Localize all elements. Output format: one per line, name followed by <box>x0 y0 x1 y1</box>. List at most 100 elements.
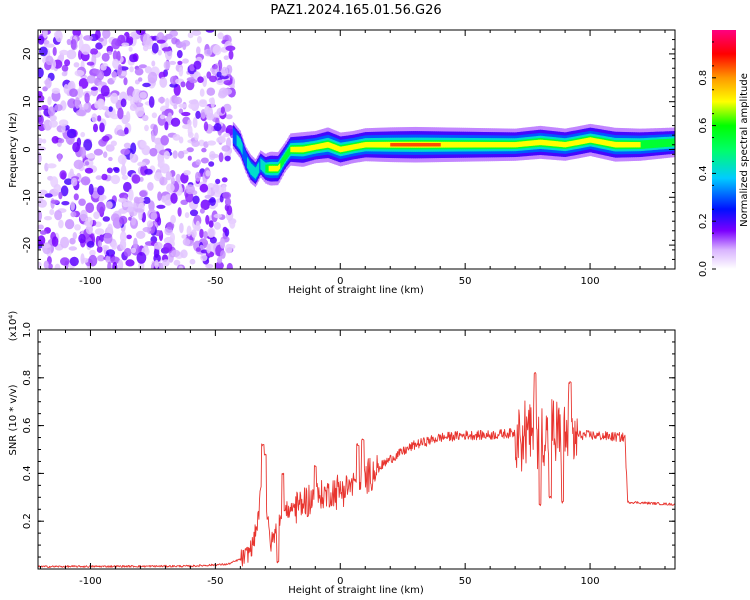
ridge-band <box>354 143 358 150</box>
noise-blob <box>212 44 222 56</box>
noise-blob <box>123 181 132 193</box>
noise-blob <box>183 170 191 176</box>
noise-blob <box>161 110 170 116</box>
noise-blob <box>102 30 111 39</box>
noise-blob <box>151 42 159 54</box>
ridge-band <box>346 145 350 152</box>
noise-blob <box>172 134 181 141</box>
noise-blob <box>38 235 46 246</box>
noise-blob <box>208 228 215 238</box>
noise-blob <box>136 230 146 239</box>
ridge-band <box>234 129 238 148</box>
ridge-band <box>470 141 474 148</box>
ridge-band <box>495 141 499 148</box>
noise-blob <box>218 135 226 143</box>
noise-blob <box>86 61 95 66</box>
ridge-band <box>492 141 495 148</box>
noise-blob <box>151 60 156 67</box>
ridge-band <box>476 141 480 148</box>
noise-blob <box>154 242 163 250</box>
noise-blob <box>142 114 149 122</box>
noise-blob <box>153 124 158 136</box>
noise-blob <box>47 263 53 269</box>
ridge-band <box>486 141 489 148</box>
noise-blob <box>86 240 95 248</box>
ridge-band <box>543 139 547 146</box>
ridge-band <box>344 145 348 152</box>
noise-blob <box>157 216 162 226</box>
noise-blob <box>165 97 170 110</box>
ridge-band <box>530 140 534 146</box>
noise-blob <box>208 161 215 167</box>
noise-blob <box>93 148 103 156</box>
noise-blob <box>123 247 132 257</box>
spectrogram-y-tick-label: 0 <box>22 146 33 152</box>
noise-blob <box>69 256 79 267</box>
ridge-band <box>574 139 578 146</box>
noise-blob <box>207 140 217 146</box>
ridge-band <box>599 139 603 145</box>
noise-blob <box>84 92 90 104</box>
ridge-band <box>309 145 312 152</box>
noise-blob <box>123 127 129 135</box>
ridge-band <box>665 138 668 148</box>
noise-blob <box>182 238 191 246</box>
colorbar-tick-label: 0.6 <box>698 118 709 134</box>
noise-blob <box>85 216 93 228</box>
noise-blob <box>129 103 137 111</box>
noise-blob <box>67 82 74 90</box>
noise-blob <box>69 168 74 178</box>
noise-blob <box>96 70 105 81</box>
colorbar-tick-label: 0.2 <box>698 213 709 229</box>
noise-blob <box>89 249 96 256</box>
noise-blob <box>209 197 216 206</box>
ridge-band <box>615 141 618 148</box>
noise-blob <box>196 46 201 55</box>
ridge-band <box>304 145 308 152</box>
noise-blob <box>185 184 196 195</box>
ridge-band <box>363 141 366 148</box>
noise-blob <box>208 220 214 228</box>
noise-blob <box>59 170 67 180</box>
ridge-band <box>298 146 302 153</box>
ridge-band <box>509 142 512 148</box>
noise-blob <box>180 81 186 88</box>
ridge-band <box>567 141 570 148</box>
ridge-band <box>461 141 464 148</box>
noise-blob <box>222 88 233 95</box>
ridge-band <box>394 142 397 147</box>
ridge-band <box>620 141 624 148</box>
ridge-band <box>449 141 453 148</box>
ridge-band <box>300 146 304 153</box>
noise-blob <box>38 94 45 103</box>
ridge-band <box>559 141 562 148</box>
noise-blob <box>63 84 69 94</box>
noise-blob <box>142 226 152 233</box>
ridge-band <box>409 142 412 147</box>
ridge-band <box>426 142 430 147</box>
noise-blob <box>102 216 111 222</box>
noise-blob <box>132 88 142 101</box>
noise-blob <box>60 236 70 249</box>
noise-blob <box>205 112 215 121</box>
noise-blob <box>180 249 188 259</box>
ridge-band <box>274 165 277 172</box>
snr-y-tick-label: 0.8 <box>22 370 33 386</box>
noise-blob <box>108 156 113 162</box>
noise-blob <box>217 32 224 40</box>
noise-blob <box>189 63 195 72</box>
figure-title: PAZ1.2024.165.01.56.G26 <box>270 3 441 18</box>
ridge-band <box>403 142 407 147</box>
noise-blob <box>221 184 227 194</box>
noise-blob <box>85 153 96 159</box>
ridge-band <box>588 137 591 143</box>
noise-blob <box>147 71 158 84</box>
spectrogram-x-tick-label: 0 <box>337 276 343 287</box>
noise-blob <box>195 247 201 252</box>
noise-blob <box>157 191 162 201</box>
noise-blob <box>169 83 178 88</box>
ridge-band <box>557 141 560 147</box>
noise-blob <box>139 91 147 99</box>
noise-blob <box>47 96 52 106</box>
noise-blob <box>106 167 113 174</box>
